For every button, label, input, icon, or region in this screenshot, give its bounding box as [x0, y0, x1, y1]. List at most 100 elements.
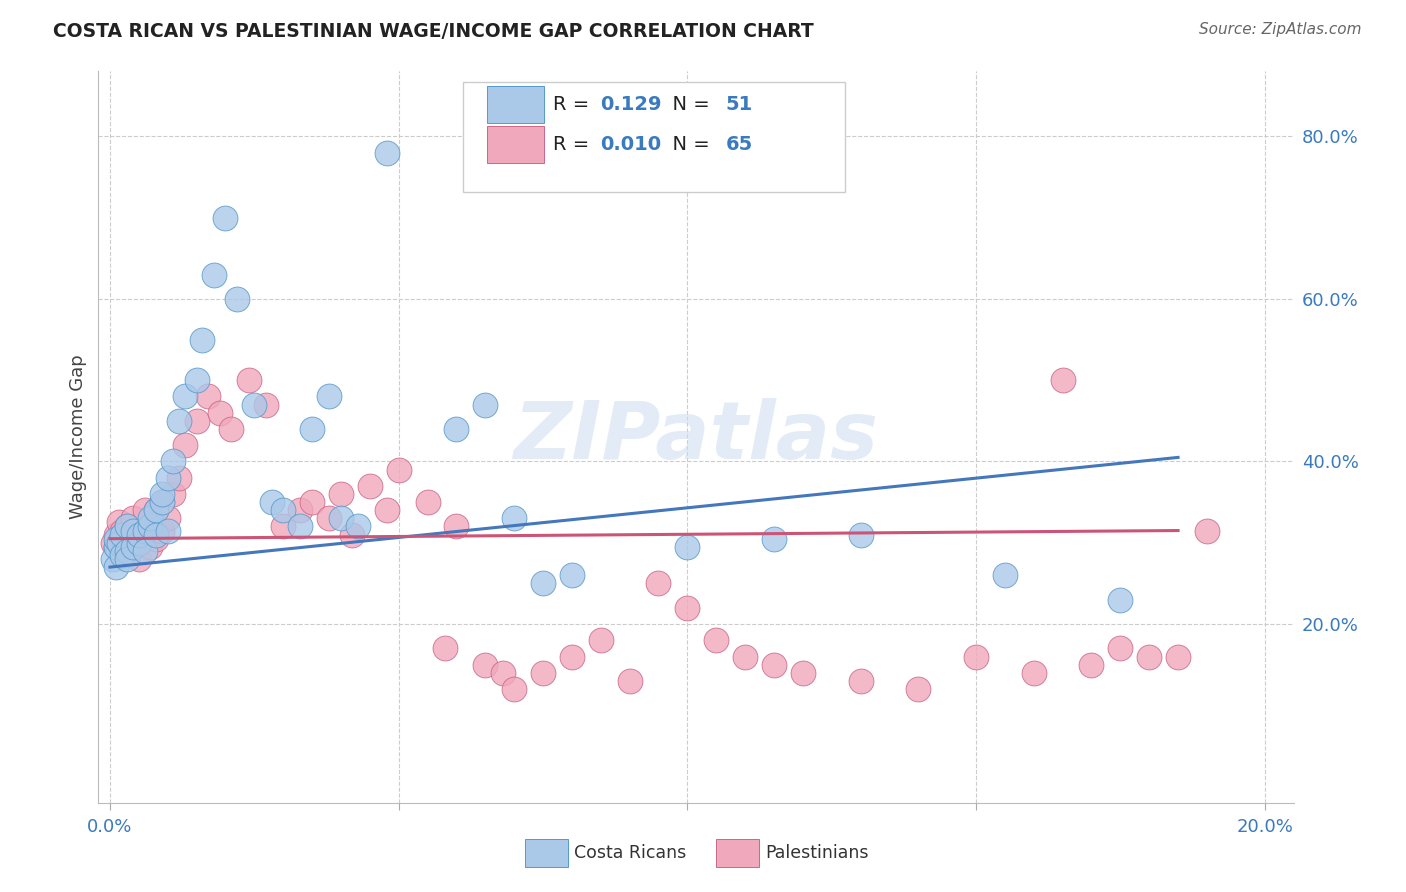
- Point: [167, 414, 190, 428]
- Point: [104, 540, 127, 554]
- Point: [134, 544, 156, 558]
- Text: 0.010: 0.010: [600, 135, 661, 154]
- Point: [219, 422, 242, 436]
- Point: [1022, 665, 1045, 680]
- Point: [704, 633, 727, 648]
- Point: [110, 548, 132, 562]
- Point: [139, 511, 162, 525]
- Point: [1109, 641, 1132, 656]
- Point: [117, 519, 139, 533]
- Point: [271, 519, 294, 533]
- Point: [139, 519, 162, 533]
- Point: [208, 406, 231, 420]
- Point: [849, 673, 872, 688]
- FancyBboxPatch shape: [486, 126, 544, 163]
- Point: [145, 503, 167, 517]
- Point: [117, 544, 139, 558]
- Point: [329, 487, 352, 501]
- Y-axis label: Wage/Income Gap: Wage/Income Gap: [69, 355, 87, 519]
- Point: [503, 681, 526, 696]
- Point: [134, 524, 156, 538]
- Point: [150, 487, 173, 501]
- Point: [290, 503, 312, 517]
- Point: [762, 532, 785, 546]
- Point: [792, 665, 814, 680]
- Point: [156, 471, 179, 485]
- Point: [128, 527, 150, 541]
- Point: [329, 511, 352, 525]
- Point: [446, 519, 468, 533]
- Point: [1080, 657, 1102, 672]
- Point: [139, 519, 162, 533]
- Point: [271, 503, 294, 517]
- Point: [139, 540, 162, 554]
- Point: [734, 649, 756, 664]
- Point: [134, 524, 156, 538]
- Point: [145, 532, 167, 546]
- Point: [156, 511, 179, 525]
- Point: [101, 535, 124, 549]
- Text: 65: 65: [725, 135, 754, 154]
- Point: [122, 532, 145, 546]
- Point: [150, 495, 173, 509]
- Point: [122, 511, 145, 525]
- Point: [101, 552, 124, 566]
- Point: [104, 527, 127, 541]
- Point: [238, 373, 260, 387]
- Text: N =: N =: [661, 135, 716, 154]
- Point: [965, 649, 987, 664]
- Point: [254, 398, 277, 412]
- Point: [197, 389, 219, 403]
- Point: [167, 471, 190, 485]
- Point: [301, 422, 323, 436]
- Point: [122, 524, 145, 538]
- Point: [762, 657, 785, 672]
- Text: N =: N =: [661, 95, 716, 114]
- Point: [110, 544, 132, 558]
- Point: [110, 524, 132, 538]
- Text: Palestinians: Palestinians: [765, 844, 869, 863]
- Point: [561, 568, 583, 582]
- Point: [150, 495, 173, 509]
- Point: [290, 519, 312, 533]
- Text: COSTA RICAN VS PALESTINIAN WAGE/INCOME GAP CORRELATION CHART: COSTA RICAN VS PALESTINIAN WAGE/INCOME G…: [53, 22, 814, 41]
- Point: [260, 495, 283, 509]
- FancyBboxPatch shape: [716, 839, 759, 867]
- Point: [1167, 649, 1189, 664]
- Point: [1137, 649, 1160, 664]
- Point: [375, 503, 398, 517]
- Point: [647, 576, 669, 591]
- Point: [347, 519, 370, 533]
- Point: [676, 600, 699, 615]
- Point: [433, 641, 456, 656]
- Point: [375, 145, 398, 160]
- Point: [1195, 524, 1218, 538]
- FancyBboxPatch shape: [524, 839, 568, 867]
- Point: [202, 268, 225, 282]
- Point: [122, 540, 145, 554]
- Point: [117, 519, 139, 533]
- Point: [446, 422, 468, 436]
- Point: [128, 535, 150, 549]
- Point: [342, 527, 364, 541]
- Point: [110, 527, 132, 541]
- Text: R =: R =: [553, 95, 595, 114]
- Text: 0.129: 0.129: [600, 95, 662, 114]
- Point: [416, 495, 439, 509]
- Point: [104, 540, 127, 554]
- Point: [474, 657, 496, 672]
- FancyBboxPatch shape: [486, 86, 544, 122]
- Point: [191, 333, 214, 347]
- Point: [318, 389, 340, 403]
- Point: [107, 516, 129, 530]
- Point: [174, 438, 197, 452]
- Point: [388, 462, 411, 476]
- Point: [226, 292, 249, 306]
- Point: [104, 532, 127, 546]
- Point: [531, 665, 554, 680]
- Point: [1052, 373, 1074, 387]
- Point: [849, 527, 872, 541]
- FancyBboxPatch shape: [463, 82, 845, 192]
- Text: Source: ZipAtlas.com: Source: ZipAtlas.com: [1198, 22, 1361, 37]
- Point: [107, 535, 129, 549]
